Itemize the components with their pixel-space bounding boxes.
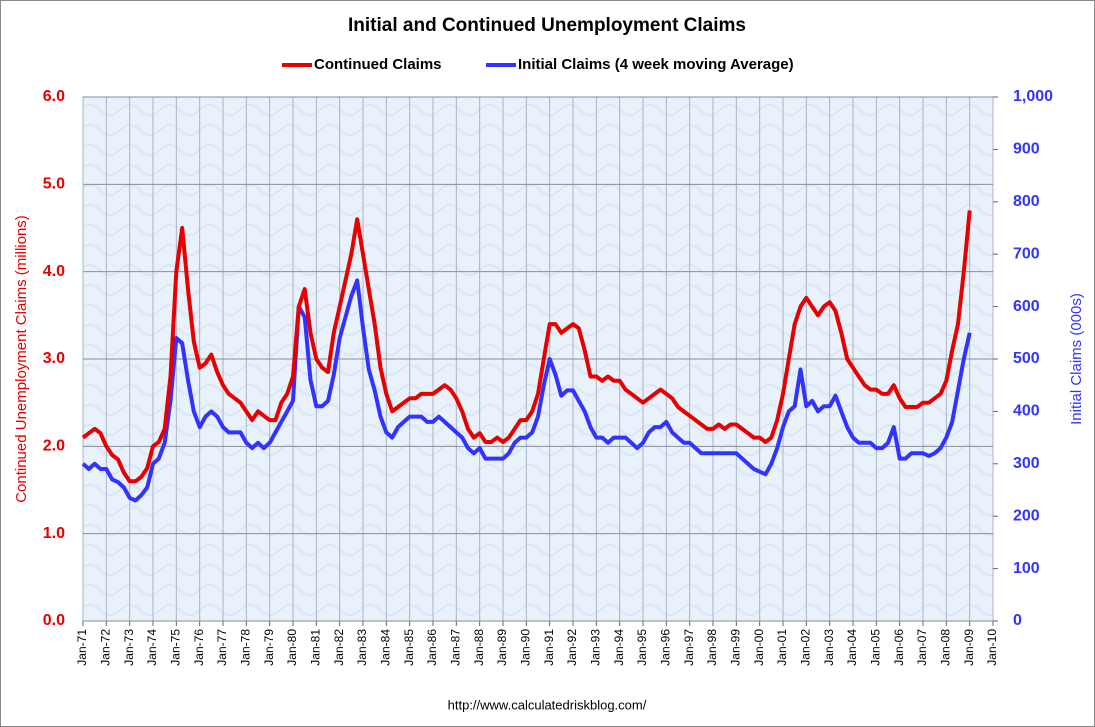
- x-tick-label: Jan-71: [75, 629, 89, 666]
- x-tick-label: Jan-93: [589, 629, 603, 666]
- y-tick-label: 6.0: [43, 88, 65, 105]
- x-tick-label: Jan-94: [612, 629, 626, 666]
- x-tick-label: Jan-88: [472, 629, 486, 666]
- y-tick-label: 1.0: [43, 525, 65, 542]
- y2-tick-label: 800: [1013, 193, 1040, 210]
- x-tick-label: Jan-73: [122, 629, 136, 666]
- legend-label: Continued Claims: [314, 56, 442, 73]
- x-tick-label: Jan-92: [565, 629, 579, 666]
- y2-tick-label: 500: [1013, 350, 1040, 367]
- x-tick-label: Jan-91: [542, 629, 556, 666]
- x-tick-label: Jan-02: [799, 629, 813, 666]
- y-tick-label: 0.0: [43, 612, 65, 629]
- y-axis-label: Continued Unemployment Claims (millions): [13, 215, 30, 503]
- x-tick-label: Jan-07: [915, 629, 929, 666]
- x-tick-label: Jan-00: [752, 629, 766, 666]
- y-tick-label: 3.0: [43, 350, 65, 367]
- y2-tick-label: 900: [1013, 141, 1040, 158]
- x-tick-label: Jan-87: [449, 629, 463, 666]
- x-tick-label: Jan-10: [985, 629, 999, 666]
- x-tick-label: Jan-86: [425, 629, 439, 666]
- source: http://www.calculatedriskblog.com/: [448, 697, 647, 712]
- x-tick-label: Jan-90: [519, 629, 533, 666]
- x-tick-label: Jan-79: [262, 629, 276, 666]
- y-tick-label: 4.0: [43, 263, 65, 280]
- x-tick-label: Jan-03: [822, 629, 836, 666]
- x-tick-label: Jan-05: [869, 629, 883, 666]
- chart-title: Initial and Continued Unemployment Claim…: [348, 15, 746, 36]
- series-line: [81, 278, 972, 503]
- x-tick-label: Jan-80: [285, 629, 299, 666]
- x-tick-label: Jan-72: [99, 629, 113, 666]
- x-tick-label: Jan-76: [192, 629, 206, 666]
- y2-tick-label: 1,000: [1013, 88, 1053, 105]
- x-tick-label: Jan-77: [215, 629, 229, 666]
- series-line: [81, 210, 972, 484]
- legend-label: Initial Claims (4 week moving Average): [518, 56, 794, 73]
- x-tick-label: Jan-89: [495, 629, 509, 666]
- x-tick-label: Jan-78: [239, 629, 253, 666]
- x-tick-label: Jan-01: [775, 629, 789, 666]
- y2-tick-label: 300: [1013, 455, 1040, 472]
- y2-tick-label: 100: [1013, 560, 1040, 577]
- y2-tick-label: 0: [1013, 612, 1022, 629]
- x-tick-label: Jan-74: [145, 629, 159, 666]
- x-tick-label: Jan-81: [309, 629, 323, 666]
- y2-tick-label: 700: [1013, 245, 1040, 262]
- x-tick-label: Jan-84: [379, 629, 393, 666]
- x-tick-label: Jan-82: [332, 629, 346, 666]
- x-tick-label: Jan-97: [682, 629, 696, 666]
- x-tick-label: Jan-06: [892, 629, 906, 666]
- y-tick-label: 5.0: [43, 176, 65, 193]
- y-tick-label: 2.0: [43, 438, 65, 455]
- x-tick-label: Jan-09: [962, 629, 976, 666]
- x-tick-label: Jan-75: [169, 629, 183, 666]
- x-tick-label: Jan-83: [355, 629, 369, 666]
- y2-axis-label: Initial Claims (000s): [1068, 293, 1085, 425]
- x-tick-label: Jan-85: [402, 629, 416, 666]
- y2-tick-label: 600: [1013, 298, 1040, 315]
- y2-tick-label: 400: [1013, 403, 1040, 420]
- x-tick-label: Jan-99: [729, 629, 743, 666]
- x-tick-label: Jan-96: [659, 629, 673, 666]
- x-tick-label: Jan-95: [635, 629, 649, 666]
- x-tick-label: Jan-08: [939, 629, 953, 666]
- y2-tick-label: 200: [1013, 507, 1040, 524]
- x-tick-label: Jan-98: [705, 629, 719, 666]
- x-tick-label: Jan-04: [845, 629, 859, 666]
